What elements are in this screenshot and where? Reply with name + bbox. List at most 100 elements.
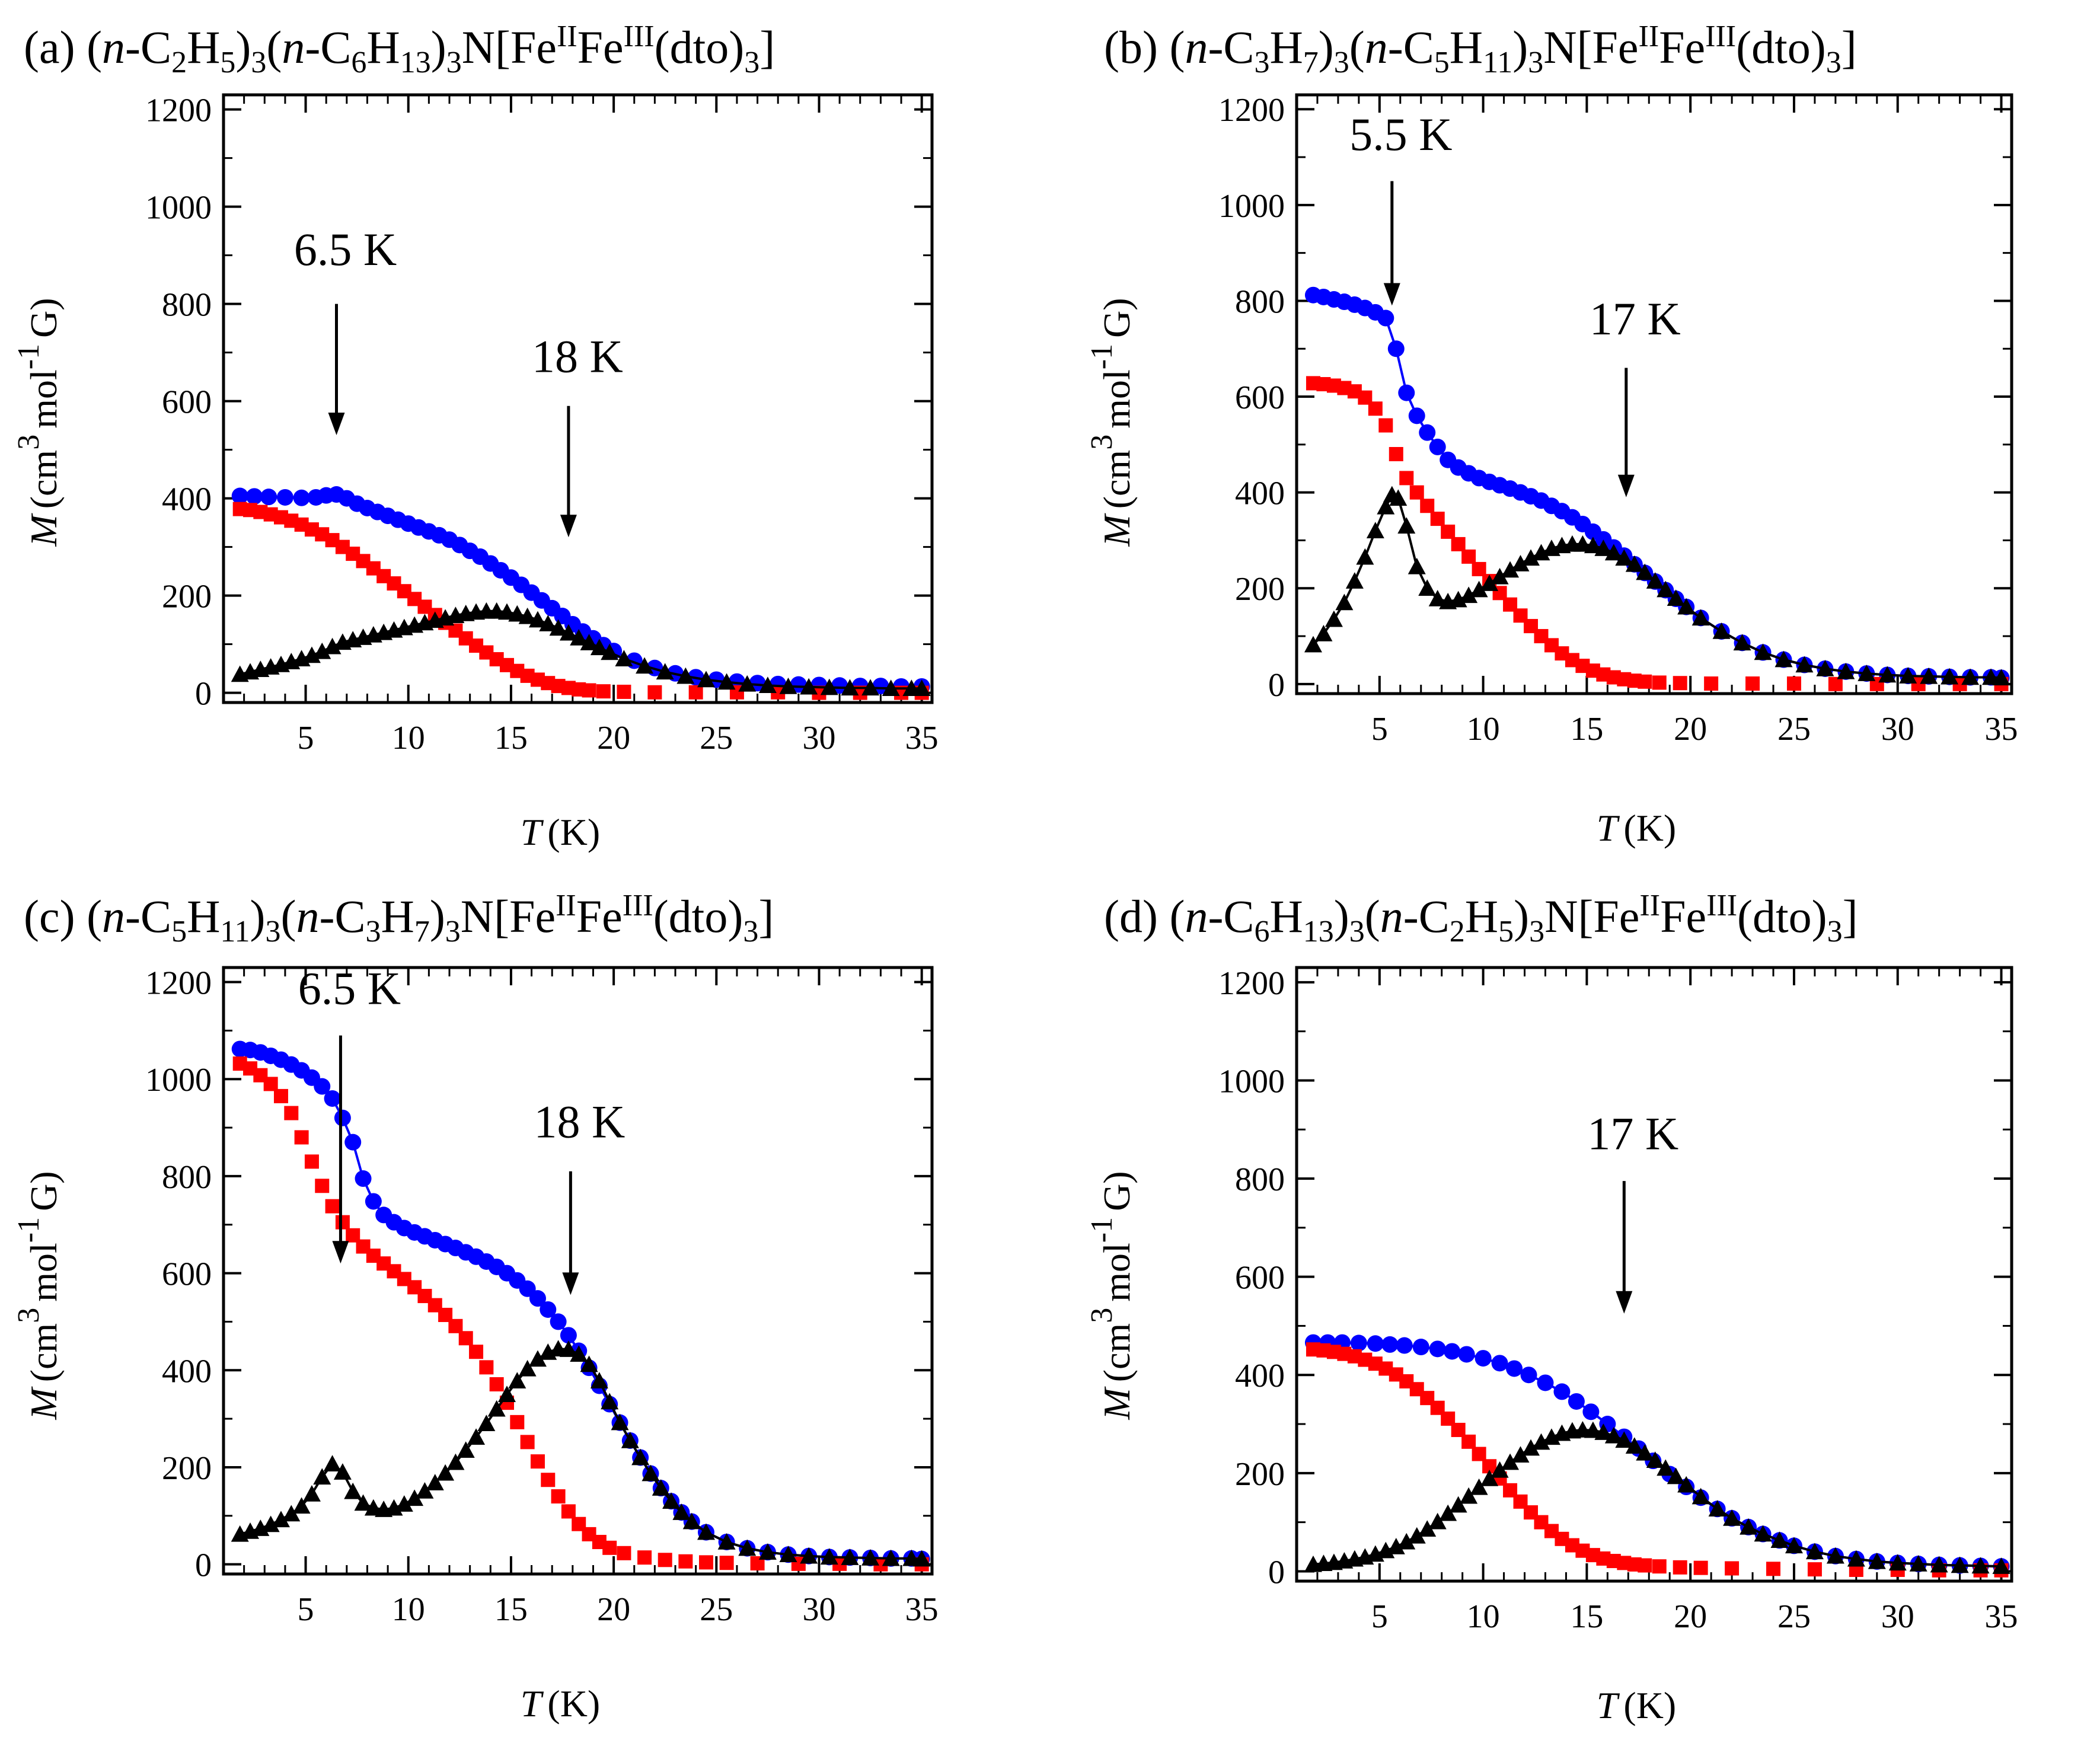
- panel-c-series-red-square-point: [263, 1077, 278, 1091]
- panel-a-ytick-label: 800: [162, 287, 212, 324]
- panel-b-series-black-triangle-point: [1858, 665, 1876, 681]
- panel-d-series-black-triangle-point: [1584, 1421, 1602, 1438]
- panel-b-series-black-triangle-point: [1961, 668, 1980, 685]
- panel-b-xtick-label: 10: [1467, 711, 1500, 748]
- panel-c-series-black-triangle-point: [601, 1393, 619, 1410]
- panel-c-series-red-square-point: [458, 1331, 473, 1346]
- panel-b-series-black-triangle-point: [1325, 610, 1343, 627]
- panel-b: (b) (n-C3H7)3(n-C5H11)3N[FeIIFeIII(dto)3…: [1085, 20, 2018, 849]
- panel-a-series-black-triangle-point: [738, 675, 757, 692]
- panel-a-series-black-triangle-point: [800, 678, 818, 695]
- panel-b-series-red-square-point: [1378, 418, 1393, 433]
- panel-c-series-black-triangle-point: [292, 1497, 311, 1514]
- panel-b-series-black-triangle-point: [1491, 567, 1509, 585]
- panel-b-series-black-triangle-point: [1304, 636, 1322, 653]
- panel-d-arrow-head: [1616, 1291, 1633, 1314]
- panel-a-ylabel: M(cm3mol-1G): [12, 298, 65, 547]
- panel-c-series-black-triangle-point: [662, 1492, 681, 1509]
- panel-a-series-black-triangle: [231, 602, 931, 696]
- panel-c-series-black-triangle-point: [344, 1482, 362, 1499]
- panel-b-series-red-square-point: [1745, 676, 1760, 691]
- panel-c-series-black-triangle-point: [841, 1549, 859, 1565]
- panel-d-ytick-label: 200: [1235, 1456, 1285, 1493]
- panel-d-series-red-square-point: [1725, 1561, 1740, 1576]
- panel-d-series-blue-circle-point: [1582, 1403, 1600, 1420]
- panel-b-series-black-triangle-point: [1418, 579, 1437, 596]
- panel-b-series-black-triangle-point: [1941, 668, 1959, 685]
- panel-a-series-black-triangle-point: [528, 611, 547, 628]
- panel-b-series-black-triangle-point: [1389, 489, 1408, 506]
- panel-a-frame: [222, 93, 934, 704]
- panel-a-xtick-label: 25: [700, 720, 733, 756]
- panel-d-series-black-triangle-point: [1677, 1476, 1696, 1493]
- panel-b-series-black-triangle-point: [1899, 667, 1917, 684]
- panel-c-ytick-label: 200: [162, 1450, 212, 1487]
- panel-c-series-blue-circle-point: [550, 1313, 567, 1330]
- panel-c-ylabel: M(cm3mol-1G): [12, 1171, 65, 1420]
- panel-a-series-black-triangle-point: [717, 673, 736, 690]
- panel-c-series-black-triangle-point: [642, 1464, 660, 1482]
- panel-c-series-red-square-point: [551, 1489, 566, 1504]
- panel-a: (a) (n-C2H5)3(n-C6H13)3N[FeIIFeIII(dto)3…: [12, 20, 939, 853]
- panel-a-ytick-label: 400: [162, 481, 212, 518]
- panel-c-series-red-square-point: [520, 1435, 535, 1450]
- panel-b-series-black-triangle-point: [1335, 593, 1354, 611]
- panel-b-series-black-triangle-point: [1584, 537, 1602, 554]
- panel-d-xtick-label: 10: [1467, 1598, 1500, 1635]
- panel-c-series-black-triangle-point: [302, 1484, 321, 1502]
- panel-b-ytick-label: 1200: [1218, 92, 1285, 129]
- panel-b-series-red-square-point: [1430, 512, 1445, 526]
- panel-c-series-black-triangle-point: [912, 1550, 931, 1567]
- panel-c-ytick-label: 0: [195, 1547, 212, 1584]
- panel-c-series-black-triangle-point: [570, 1345, 588, 1362]
- panel-a-series-black-triangle-point: [636, 657, 654, 674]
- panel-b-series-red-square-point: [1786, 676, 1801, 691]
- panel-b-series-red-square-point: [1652, 675, 1667, 690]
- panel-a-series-black-triangle-point: [912, 679, 931, 696]
- panel-b-ytick-label: 600: [1235, 379, 1285, 416]
- panel-a-title: (a) (n-C2H5)3(n-C6H13)3N[FeIIFeIII(dto)3…: [24, 20, 775, 79]
- panel-b-series-black-triangle-point: [1733, 634, 1751, 651]
- panel-c-ytick-label: 1200: [145, 965, 212, 1002]
- panel-d-frame: [1295, 966, 2013, 1583]
- panel-a-series-black-triangle-point: [615, 650, 633, 666]
- panel-d-series-red-square-point: [1766, 1562, 1780, 1576]
- panel-a-series-red-square-point: [688, 685, 703, 700]
- panel-b-ytick-label: 200: [1235, 571, 1285, 608]
- panel-d-series-black-triangle-point: [1646, 1451, 1664, 1468]
- panel-a-series-black-triangle-point: [820, 678, 838, 695]
- panel-c-series-black-triangle-point: [508, 1372, 526, 1389]
- panel-d-series-black-triangle-point: [1408, 1527, 1426, 1544]
- panel-a-series-black-triangle-point: [498, 603, 516, 620]
- panel-c-xtick-label: 20: [597, 1591, 630, 1628]
- panel-c-series-red-square-point: [273, 1088, 288, 1103]
- panel-b-annotation-label: 17 K: [1590, 293, 1681, 344]
- panel-d-series-black-triangle-point: [1636, 1444, 1654, 1461]
- panel-b-series-blue-circle-point: [1398, 384, 1415, 401]
- panel-d-series-black-triangle-point: [1723, 1509, 1741, 1526]
- panel-c-series-red-square-point: [479, 1360, 494, 1375]
- panel-c-series-black-triangle-point: [333, 1463, 352, 1480]
- panel-d-series-blue-circle-point: [1568, 1393, 1585, 1410]
- panel-d-xtick-label: 15: [1570, 1598, 1603, 1635]
- panel-d-series-blue-circle-point: [1520, 1367, 1537, 1384]
- panel-d-series-blue-circle-point: [1491, 1355, 1508, 1372]
- panel-a-series-black-triangle-point: [559, 624, 577, 641]
- panel-b-series-black-triangle-point: [1625, 555, 1643, 572]
- panel-c-series-black-triangle-point: [738, 1539, 757, 1556]
- panel-d-series-red-square-point: [1638, 1558, 1652, 1573]
- panel-d-series-black-triangle-point: [1909, 1555, 1927, 1572]
- panel-d-series-red-square-point: [1472, 1447, 1486, 1461]
- panel-a-ytick-label: 200: [162, 579, 212, 615]
- panel-a-ytick-label: 600: [162, 384, 212, 421]
- panel-b-series-black-triangle-point: [1775, 650, 1793, 668]
- panel-b-series-red-square-point: [1420, 499, 1435, 513]
- panel-d-series-black-triangle-point: [1615, 1431, 1633, 1448]
- panel-a-xtick-label: 35: [905, 720, 939, 756]
- panel-c-series-red-square-point: [448, 1318, 463, 1333]
- panel-d-xtick-label: 5: [1371, 1598, 1388, 1635]
- panel-c-series-black-triangle-point: [487, 1400, 506, 1417]
- panel-c-series-black-triangle-point: [518, 1359, 537, 1377]
- panel-b-series-red-square-point: [1441, 524, 1456, 539]
